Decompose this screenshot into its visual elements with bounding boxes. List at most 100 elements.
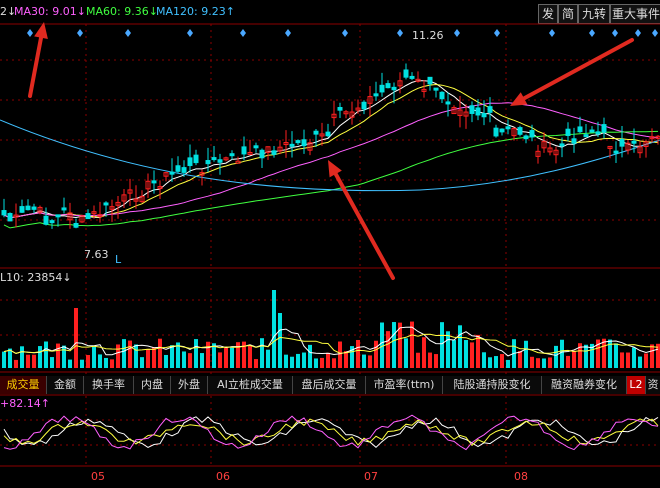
red-arrow-icon-1-head — [34, 22, 48, 40]
candle-body-91 — [547, 147, 553, 153]
candle-body-96 — [577, 126, 583, 133]
candle-body-100 — [601, 124, 607, 133]
candle-body-20 — [121, 194, 127, 202]
volume-bar-8 — [50, 357, 54, 368]
volume-bar-93 — [560, 339, 564, 368]
volume-bar-29 — [176, 342, 180, 368]
tab-inner-volume[interactable]: 内盘 — [134, 376, 171, 394]
volume-bar-19 — [116, 344, 120, 368]
candle-body-83 — [499, 128, 505, 133]
diamond-marker-icon-2 — [125, 29, 131, 37]
tab-northbound-holdings[interactable]: 陆股通持股变化 — [443, 376, 542, 394]
indicator-line-white — [3, 416, 659, 448]
volume-bar-101 — [608, 339, 612, 368]
volume-bar-108 — [650, 344, 654, 368]
candle-body-32 — [193, 154, 199, 164]
ma10-line — [3, 83, 659, 219]
volume-bar-5 — [32, 354, 36, 368]
candle-body-61 — [367, 96, 373, 104]
jiuzhuan-button[interactable]: 九转 — [578, 4, 610, 24]
candle-body-31 — [187, 157, 193, 167]
volume-bar-77 — [464, 340, 468, 368]
candle-body-102 — [613, 150, 619, 154]
volume-bar-99 — [596, 339, 600, 368]
candle-body-82 — [493, 127, 499, 137]
candle-body-64 — [385, 83, 391, 89]
candle-body-3 — [19, 206, 25, 213]
candle-body-58 — [349, 111, 355, 118]
tab-volume[interactable]: 成交量 — [0, 376, 47, 394]
candle-body-72 — [433, 87, 439, 91]
diamond-marker-icon-4 — [240, 29, 246, 37]
candle-body-23 — [139, 195, 145, 203]
volume-bar-54 — [326, 352, 330, 368]
candle-body-78 — [469, 105, 475, 114]
candle-body-48 — [289, 143, 295, 147]
volume-bar-50 — [302, 352, 306, 368]
tab-amount[interactable]: 金额 — [47, 376, 84, 394]
tab-turnover-rate[interactable]: 换手率 — [84, 376, 134, 394]
tab-pe-ttm[interactable]: 市盈率(ttm) — [366, 376, 443, 394]
tab-ai-pile-volume[interactable]: AI立桩成交量 — [208, 376, 293, 394]
volume-bar-98 — [590, 343, 594, 368]
candle-body-81 — [487, 106, 493, 113]
diamond-marker-icon-11 — [589, 29, 595, 37]
volume-bar-103 — [620, 352, 624, 368]
candle-body-8 — [49, 220, 55, 224]
volume-bar-1 — [8, 348, 12, 368]
candle-body-4 — [25, 205, 31, 211]
volume-bar-43 — [260, 338, 264, 368]
volume-bar-66 — [398, 322, 402, 368]
candle-body-71 — [427, 76, 433, 85]
tab-outer-volume[interactable]: 外盘 — [171, 376, 208, 394]
volume-bar-13 — [80, 359, 84, 368]
volume-bar-52 — [314, 358, 318, 368]
ma30-label: MA30: 9.01↓ — [14, 5, 86, 18]
diamond-marker-icon-9 — [494, 29, 500, 37]
candle-body-94 — [565, 128, 571, 136]
candle-body-62 — [373, 93, 379, 97]
fa-button[interactable]: 发 — [538, 4, 558, 24]
volume-bar-38 — [230, 347, 234, 368]
month-label-05: 05 — [91, 470, 105, 483]
tab-more[interactable]: 资 — [646, 376, 660, 394]
volume-bar-94 — [566, 355, 570, 368]
moving-average-lines — [0, 80, 660, 229]
volume-bar-59 — [356, 339, 360, 368]
diamond-marker-icon-13 — [635, 29, 641, 37]
volume-ma10-line — [3, 333, 659, 354]
candle-body-25 — [151, 180, 157, 184]
candle-body-57 — [343, 111, 349, 115]
candle-body-12 — [73, 222, 79, 228]
ma120-label: MA120: 9.23↑ — [156, 5, 235, 18]
candle-body-21 — [127, 189, 133, 194]
candle-body-6 — [37, 206, 43, 213]
candle-body-54 — [325, 131, 331, 137]
tab-l2[interactable]: L2 — [627, 376, 646, 394]
candle-body-18 — [109, 206, 115, 210]
candle-body-45 — [271, 150, 277, 155]
month-label-06: 06 — [216, 470, 230, 483]
volume-bar-88 — [530, 356, 534, 368]
candle-body-24 — [145, 180, 151, 190]
candle-body-86 — [517, 127, 523, 135]
volume-bar-36 — [218, 352, 222, 368]
volume-bar-74 — [446, 331, 450, 368]
candle-body-59 — [355, 107, 361, 111]
tab-after-hours-volume[interactable]: 盘后成交量 — [293, 376, 366, 394]
red-arrow-icon-2-head — [328, 160, 342, 178]
volume-bar-102 — [614, 343, 618, 368]
volume-bar-10 — [62, 345, 66, 368]
volume-bar-60 — [362, 354, 366, 368]
volume-bar-24 — [146, 348, 150, 368]
volume-bar-7 — [44, 341, 48, 368]
tab-margin-trading[interactable]: 融资融券变化 — [542, 376, 627, 394]
candle-body-107 — [643, 141, 649, 147]
volume-bar-58 — [350, 346, 354, 368]
volume-bar-16 — [98, 354, 102, 368]
candle-body-77 — [463, 111, 469, 117]
candle-body-93 — [559, 143, 565, 147]
month-label-08: 08 — [514, 470, 528, 483]
volume-bar-57 — [344, 351, 348, 368]
